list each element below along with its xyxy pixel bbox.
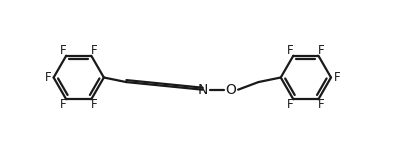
Text: F: F [60,44,66,57]
Text: F: F [45,71,51,84]
Text: F: F [318,98,325,111]
Text: F: F [287,44,294,57]
Text: F: F [287,98,294,111]
Text: F: F [91,98,97,111]
Text: F: F [318,44,325,57]
Text: F: F [91,44,97,57]
Text: F: F [333,71,340,84]
Text: O: O [225,83,236,97]
Text: N: N [197,83,208,97]
Text: F: F [60,98,66,111]
